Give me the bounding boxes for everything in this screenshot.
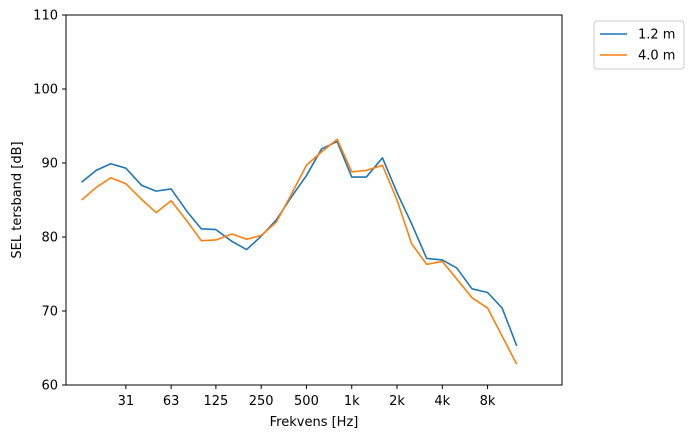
x-tick-label: 4k — [434, 394, 450, 409]
x-tick-label: 63 — [163, 394, 180, 409]
y-axis: 60 70 80 90 100 110 — [33, 9, 66, 394]
y-axis-label: SEL tersband [dB] — [10, 141, 25, 258]
x-axis-label: Frekvens [Hz] — [270, 415, 359, 430]
series-layer — [81, 138, 518, 365]
y-tick-label: 100 — [33, 83, 58, 98]
x-tick-label: 8k — [480, 394, 496, 409]
x-axis: 31 63 125 250 500 1k 2k 4k 8k — [118, 385, 496, 409]
series-line-0 — [81, 140, 518, 347]
x-tick-label: 250 — [249, 394, 274, 409]
y-tick-label: 110 — [33, 9, 58, 24]
legend-box — [593, 20, 685, 70]
x-tick-label: 500 — [294, 394, 319, 409]
x-tick-label: 1k — [344, 394, 360, 409]
plot-area — [65, 14, 563, 386]
series-line-1 — [81, 138, 518, 365]
y-tick-label: 60 — [41, 379, 58, 394]
legend-label-0: 1.2 m — [638, 28, 675, 43]
x-tick-label: 2k — [389, 394, 405, 409]
legend: 1.2 m 4.0 m — [593, 20, 685, 70]
x-tick-label: 125 — [203, 394, 228, 409]
y-tick-label: 90 — [41, 157, 58, 172]
plot-frame — [65, 14, 563, 386]
y-tick-label: 80 — [41, 231, 58, 246]
x-tick-label: 31 — [118, 394, 135, 409]
y-tick-label: 70 — [41, 305, 58, 320]
legend-label-1: 4.0 m — [638, 49, 675, 64]
